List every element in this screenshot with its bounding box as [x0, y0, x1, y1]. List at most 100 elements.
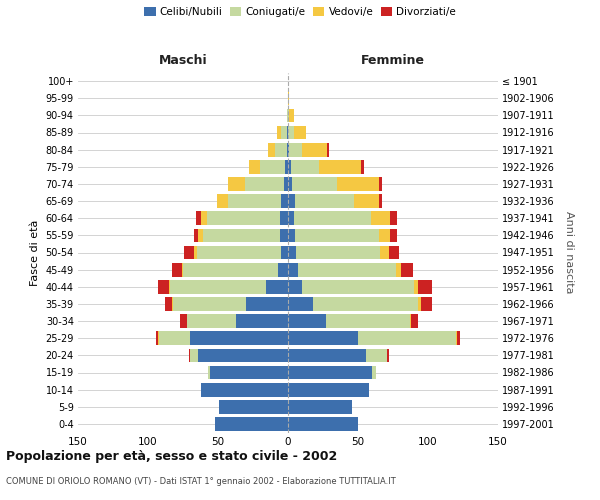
Bar	[410, 314, 411, 328]
Bar	[288, 194, 295, 208]
Bar	[288, 314, 326, 328]
Bar	[379, 228, 390, 242]
Bar	[194, 228, 199, 242]
Bar	[288, 212, 293, 225]
Bar	[379, 177, 382, 191]
Bar	[159, 332, 190, 345]
Bar	[268, 143, 275, 156]
Bar	[199, 348, 288, 362]
Bar	[180, 314, 187, 328]
Text: COMUNE DI ORIOLO ROMANO (VT) - Dati ISTAT 1° gennaio 2002 - Elaborazione TUTTITA: COMUNE DI ORIOLO ROMANO (VT) - Dati ISTA…	[6, 478, 396, 486]
Bar	[291, 160, 319, 173]
Bar	[281, 194, 288, 208]
Bar	[170, 280, 266, 293]
Bar	[289, 143, 302, 156]
Bar	[190, 332, 288, 345]
Bar	[245, 177, 284, 191]
Bar	[201, 383, 288, 396]
Bar	[327, 143, 329, 156]
Bar	[228, 194, 281, 208]
Bar	[187, 314, 236, 328]
Bar	[197, 246, 281, 260]
Bar	[172, 263, 182, 276]
Bar	[313, 297, 418, 311]
Bar	[285, 160, 288, 173]
Bar	[201, 212, 207, 225]
Bar	[288, 417, 358, 431]
Bar	[372, 366, 376, 380]
Bar	[288, 297, 313, 311]
Bar	[217, 194, 228, 208]
Bar	[288, 92, 289, 105]
Bar	[165, 297, 172, 311]
Text: Femmine: Femmine	[361, 54, 425, 66]
Bar	[390, 228, 397, 242]
Bar	[379, 194, 382, 208]
Bar	[371, 212, 390, 225]
Bar	[380, 246, 389, 260]
Bar	[288, 228, 295, 242]
Bar	[281, 126, 287, 140]
Bar	[190, 348, 199, 362]
Bar	[414, 280, 418, 293]
Bar	[228, 177, 245, 191]
Bar	[280, 212, 288, 225]
Bar	[275, 143, 287, 156]
Bar	[260, 160, 285, 173]
Bar	[293, 212, 371, 225]
Bar	[169, 280, 170, 293]
Bar	[207, 212, 280, 225]
Bar	[249, 160, 260, 173]
Bar	[326, 314, 410, 328]
Bar	[337, 177, 379, 191]
Bar	[288, 160, 291, 173]
Bar	[199, 228, 203, 242]
Bar	[209, 366, 288, 380]
Bar	[277, 126, 281, 140]
Bar	[184, 246, 194, 260]
Bar	[390, 212, 397, 225]
Bar	[288, 246, 296, 260]
Text: Maschi: Maschi	[158, 54, 208, 66]
Bar	[421, 297, 432, 311]
Bar	[287, 143, 288, 156]
Bar	[389, 246, 398, 260]
Bar	[288, 108, 289, 122]
Bar	[183, 263, 278, 276]
Bar	[246, 297, 288, 311]
Bar	[456, 332, 457, 345]
Bar	[288, 263, 298, 276]
Bar	[288, 366, 372, 380]
Bar	[288, 383, 369, 396]
Bar	[457, 332, 460, 345]
Bar	[319, 160, 361, 173]
Bar	[182, 263, 183, 276]
Bar	[172, 297, 173, 311]
Bar	[278, 263, 288, 276]
Bar	[354, 194, 379, 208]
Bar	[361, 160, 364, 173]
Bar	[287, 108, 288, 122]
Bar	[296, 246, 380, 260]
Bar	[288, 332, 358, 345]
Bar	[173, 297, 246, 311]
Bar	[158, 332, 159, 345]
Bar	[158, 280, 169, 293]
Bar	[208, 366, 209, 380]
Bar	[288, 400, 352, 413]
Legend: Celibi/Nubili, Coniugati/e, Vedovi/e, Divorziati/e: Celibi/Nubili, Coniugati/e, Vedovi/e, Di…	[142, 5, 458, 20]
Bar	[157, 332, 158, 345]
Bar	[281, 246, 288, 260]
Bar	[292, 177, 337, 191]
Bar	[280, 228, 288, 242]
Bar	[288, 126, 293, 140]
Bar	[288, 177, 292, 191]
Bar	[396, 263, 401, 276]
Bar	[196, 212, 201, 225]
Bar	[236, 314, 288, 328]
Bar	[411, 314, 418, 328]
Bar	[288, 280, 302, 293]
Bar	[401, 263, 413, 276]
Bar	[388, 348, 389, 362]
Bar	[295, 194, 354, 208]
